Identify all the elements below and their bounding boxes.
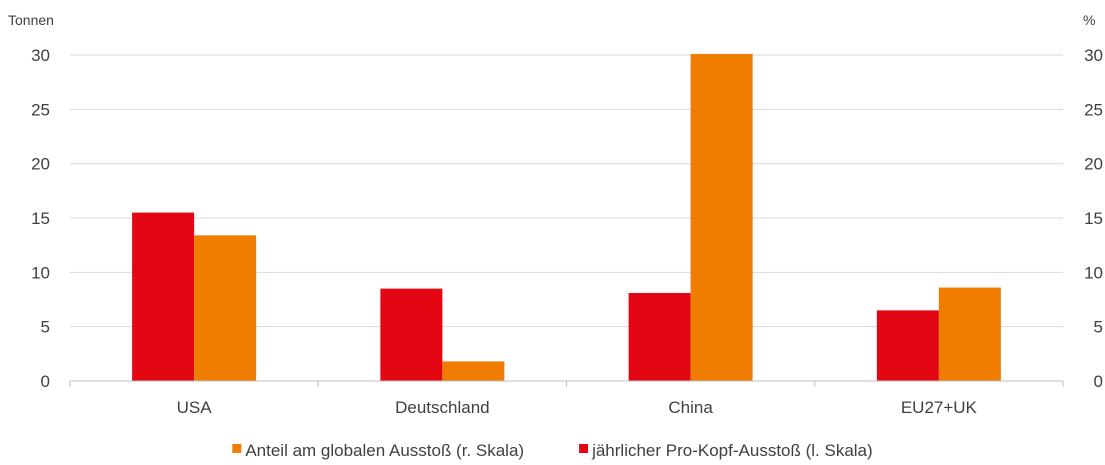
axes: 0 0 5 5 10 10 15 15 20 20 25 25 30 30 USA Deutschland Ch…: [31, 46, 1103, 417]
left-tick-label: 0: [41, 372, 50, 391]
right-tick-label: 20: [1084, 155, 1103, 174]
bar-global-share: [690, 53, 753, 382]
right-tick-label: 15: [1084, 209, 1103, 228]
category-label: USA: [177, 398, 213, 417]
left-tick-label: 25: [31, 100, 50, 119]
bar-global-share: [194, 235, 257, 381]
legend-swatch: [579, 444, 589, 453]
right-tick-label: 30: [1084, 46, 1103, 65]
left-tick-label: 20: [31, 155, 50, 174]
left-tick-label: 15: [31, 209, 50, 228]
right-tick-label: 10: [1084, 263, 1103, 282]
right-axis-unit: %: [1083, 12, 1095, 28]
legend-label: jährlicher Pro-Kopf-Ausstoß (l. Skala): [591, 441, 873, 460]
bar-global-share: [938, 287, 1001, 381]
right-tick-label: 25: [1084, 100, 1103, 119]
left-axis-unit: Tonnen: [8, 12, 54, 28]
category-label: EU27+UK: [901, 398, 978, 417]
right-tick-label: 0: [1094, 372, 1103, 391]
right-tick-label: 5: [1094, 318, 1103, 337]
left-tick-label: 5: [41, 318, 50, 337]
left-tick-label: 30: [31, 46, 50, 65]
bar-per-capita: [132, 212, 195, 381]
bar-per-capita: [380, 288, 443, 381]
bar-global-share: [442, 361, 505, 381]
bar-per-capita: [628, 292, 691, 381]
bars: [132, 53, 1001, 382]
category-label: Deutschland: [395, 398, 490, 417]
left-tick-label: 10: [31, 263, 50, 282]
category-label: China: [668, 398, 713, 417]
legend-swatch: [232, 444, 242, 453]
legend-label: Anteil am globalen Ausstoß (r. Skala): [245, 441, 524, 460]
bar-per-capita: [876, 310, 939, 381]
legend: Anteil am globalen Ausstoß (r. Skala) jäh…: [232, 441, 873, 460]
